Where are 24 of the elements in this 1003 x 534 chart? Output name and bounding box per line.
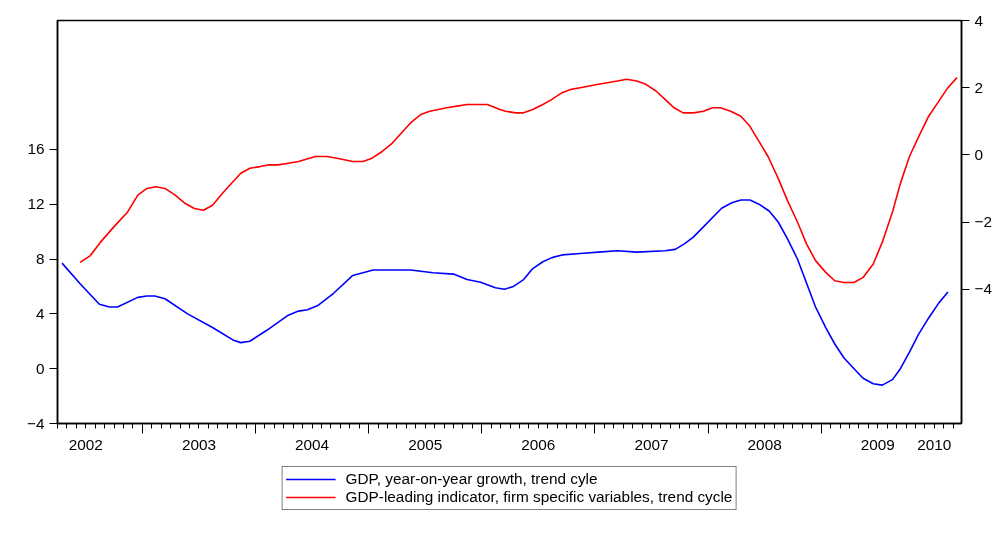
x-tick-label: 2002 xyxy=(68,435,103,453)
x-tick-label: 2008 xyxy=(747,435,782,453)
x-tick-label: 2005 xyxy=(408,435,443,453)
x-tick-label: 2004 xyxy=(295,435,330,453)
y-tick-label: 0 xyxy=(35,359,45,377)
y2-tick-label: 2 xyxy=(974,78,984,96)
legend-label: GDP, year-on-year growth, trend cyle xyxy=(345,470,598,488)
line-series xyxy=(61,199,949,386)
y-tick-label: 4 xyxy=(35,304,45,322)
x-tick-label: 2010 xyxy=(917,435,952,453)
y-tick-label: 12 xyxy=(27,195,45,213)
y2-tick-label: 4 xyxy=(974,11,984,29)
x-tick-label: 2003 xyxy=(181,435,216,453)
y-tick-label: 8 xyxy=(35,250,45,268)
y2-tick-label: 0 xyxy=(974,145,984,163)
y2-tick-label: −4 xyxy=(974,280,993,298)
y-tick-label: 16 xyxy=(27,140,45,158)
y2-tick-label: −2 xyxy=(974,213,992,230)
x-tick-label: 2006 xyxy=(521,435,556,453)
line-series xyxy=(79,76,958,284)
legend-label: GDP-leading indicator, firm specific variables, trend cycle xyxy=(345,488,733,506)
x-tick-label: 2007 xyxy=(634,435,669,453)
x-tick-label: 2009 xyxy=(860,435,895,453)
y-tick-label: −4 xyxy=(27,414,45,432)
